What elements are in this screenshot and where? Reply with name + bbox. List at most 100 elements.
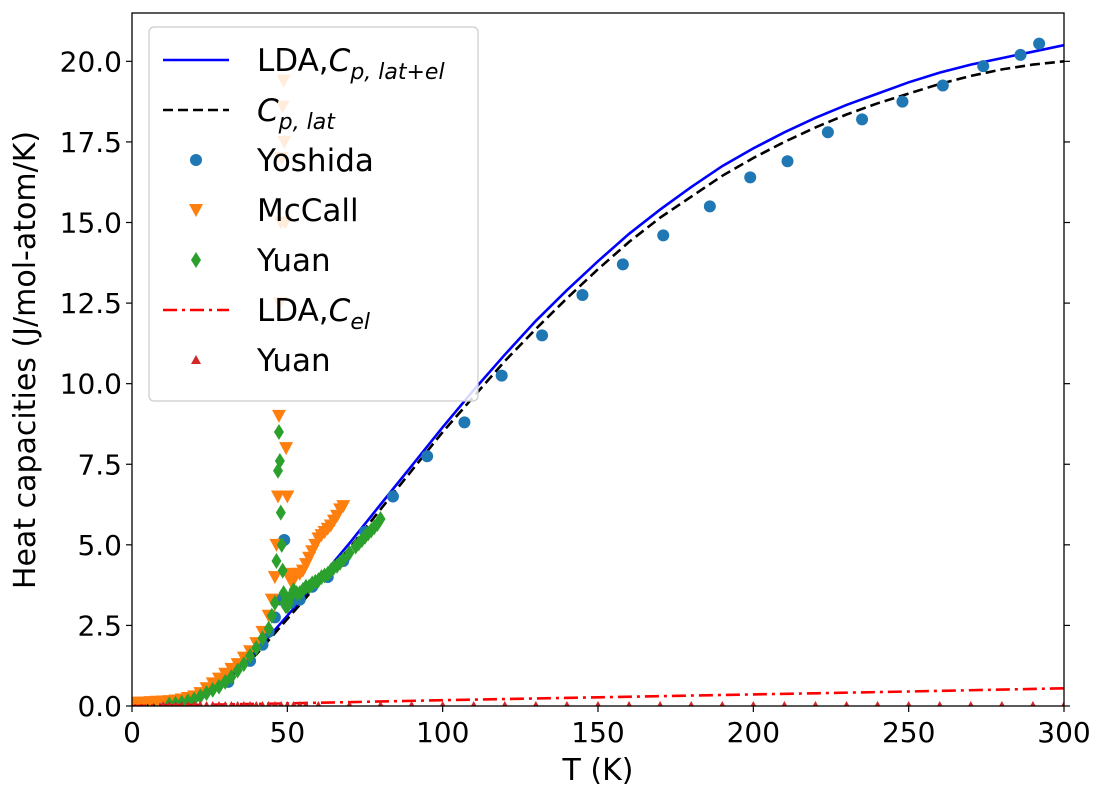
y-tick-label: 17.5: [60, 126, 122, 159]
data-point-mccall: [271, 409, 286, 423]
data-point-yuan: [247, 701, 253, 706]
data-point-yuan: [257, 630, 268, 647]
data-point-yuan: [182, 693, 193, 706]
legend-label: Yuan: [256, 343, 331, 379]
data-point-yuan: [626, 701, 632, 706]
data-point-yuan: [209, 701, 216, 706]
x-tick-label: 50: [270, 716, 306, 749]
data-point-yuan: [241, 701, 247, 706]
data-point-yuan: [1030, 701, 1036, 706]
plot-area: [132, 37, 1064, 706]
data-point-yuan: [253, 701, 260, 706]
legend: LDA,Cp, lat+el Cp, lat Yoshida McCall Yuan LD…: [148, 26, 479, 402]
x-tick-label: 200: [727, 716, 780, 749]
data-point-yoshida: [576, 289, 589, 302]
series-6-yuan: [160, 701, 1064, 706]
series-line-lda-cp-lat-el: [132, 43, 1064, 706]
data-point-yoshida: [458, 416, 471, 429]
y-tick: 12.5: [60, 287, 1070, 320]
data-point-yuan: [232, 662, 243, 679]
x-axis-label: T (K): [562, 753, 634, 788]
data-point-yoshida: [386, 490, 399, 503]
data-point-yuan: [273, 424, 284, 441]
data-point-yuan: [274, 453, 285, 470]
data-point-yuan: [216, 701, 222, 706]
data-point-mccall: [280, 490, 295, 504]
data-point-yuan: [688, 701, 694, 706]
x-tick-label: 300: [1037, 716, 1090, 749]
data-point-yuan: [470, 701, 477, 706]
y-tick: 10.0: [60, 368, 1070, 401]
data-point-yuan: [936, 701, 943, 706]
data-point-mccall: [267, 571, 282, 585]
data-point-yuan: [315, 701, 322, 706]
legend-label: Yuan: [256, 243, 331, 279]
x-tick: 100: [416, 706, 469, 749]
y-tick-label: 10.0: [60, 368, 122, 401]
legend-entry: Yuan: [191, 343, 331, 379]
legend-label: Yoshida: [256, 143, 374, 179]
legend-label: Cp, lat: [257, 93, 336, 135]
data-point-yuan: [269, 594, 280, 611]
data-point-yuan: [222, 701, 228, 706]
y-tick: 7.5: [77, 448, 1070, 481]
data-point-yuan: [251, 639, 262, 656]
legend-marker-swatch: [190, 154, 202, 166]
data-point-yuan: [284, 701, 291, 706]
data-point-yuan: [275, 504, 286, 521]
legend-label: LDA,Cel: [257, 293, 370, 335]
data-point-yuan: [278, 701, 284, 706]
data-point-yuan: [338, 551, 349, 568]
data-point-yoshida: [657, 229, 670, 242]
y-tick-label: 20.0: [60, 45, 122, 78]
legend-marker-swatch: [189, 204, 203, 217]
data-point-yuan: [502, 701, 508, 706]
data-point-yoshida: [781, 155, 794, 168]
data-point-mccall: [279, 442, 294, 456]
data-point-yuan: [266, 607, 277, 624]
y-axis-label: Heat capacities (J/mol-atom/K): [8, 131, 43, 589]
x-tick-label: 150: [571, 716, 624, 749]
data-point-yoshida: [744, 171, 757, 184]
data-point-yuan: [344, 544, 355, 561]
y-tick: 0.0: [77, 690, 1070, 723]
x-tick: 200: [727, 706, 780, 749]
x-tick-label: 0: [123, 716, 141, 749]
data-point-yuan: [191, 701, 197, 706]
data-point-yuan: [905, 701, 912, 706]
data-point-yoshida: [896, 95, 909, 108]
data-point-yuan: [160, 701, 166, 706]
data-point-yoshida: [421, 450, 434, 463]
data-point-yuan: [277, 562, 288, 579]
y-tick-label: 15.0: [60, 207, 122, 240]
data-point-yuan: [968, 701, 974, 706]
y-tick: 15.0: [60, 207, 1070, 240]
y-tick-label: 0.0: [77, 690, 122, 723]
data-point-yuan: [238, 656, 249, 673]
y-tick-label: 5.0: [77, 529, 122, 562]
data-point-yuan: [172, 701, 179, 706]
data-point-yuan: [564, 701, 570, 706]
y-tick: 5.0: [77, 529, 1070, 562]
x-tick: 0: [123, 706, 141, 749]
legend-entry: Yuan: [191, 243, 331, 279]
legend-entry: Yoshida: [190, 143, 374, 179]
data-point-yoshida: [977, 60, 990, 73]
legend-box: [148, 26, 479, 402]
x-tick: 150: [571, 706, 625, 749]
legend-label: McCall: [257, 193, 359, 229]
data-point-yuan: [197, 701, 204, 706]
data-point-yoshida: [536, 329, 549, 342]
data-point-yuan: [375, 511, 386, 528]
axes: 0 50 100 150 200 250 300 0.0 2.5 5.0 7.5 10.0 12.5 15…: [60, 45, 1091, 749]
legend-marker-swatch: [191, 252, 201, 268]
data-point-yuan: [303, 701, 309, 706]
y-tick: 2.5: [77, 609, 1070, 642]
data-point-yoshida: [616, 258, 629, 271]
data-point-yuan: [226, 668, 237, 685]
data-point-yuan: [272, 701, 278, 706]
legend-entry: Cp, lat: [163, 93, 336, 135]
series-4-yuan: [164, 424, 386, 706]
data-point-yuan: [533, 701, 539, 706]
